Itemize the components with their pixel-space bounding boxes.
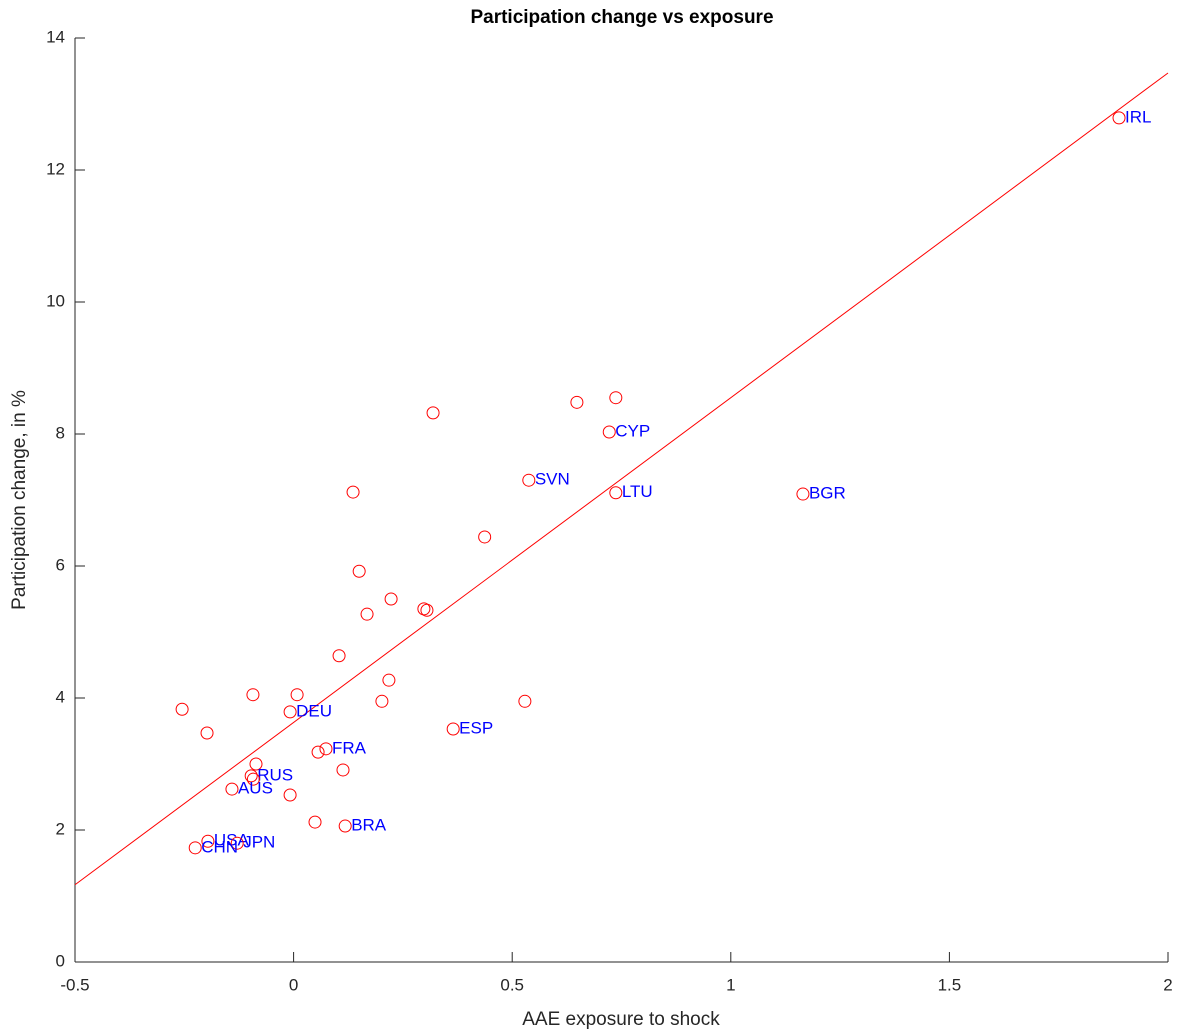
point	[175, 702, 189, 716]
point	[420, 603, 434, 617]
x-tick-label: 0.5	[500, 975, 524, 994]
point	[283, 705, 297, 719]
x-tick-label: 2	[1163, 975, 1172, 994]
point	[352, 564, 366, 578]
point	[522, 473, 536, 487]
x-tick-label: 1.5	[938, 975, 962, 994]
y-tick-label: 8	[56, 423, 65, 442]
point	[375, 694, 389, 708]
point	[1112, 111, 1126, 125]
y-tick-label: 14	[46, 27, 65, 46]
point	[478, 530, 492, 544]
point	[446, 722, 460, 736]
point	[384, 592, 398, 606]
point	[225, 782, 239, 796]
x-axis-label: AAE exposure to shock	[522, 1009, 720, 1030]
point	[609, 391, 623, 405]
point-label: CYP	[615, 422, 650, 441]
point	[796, 487, 810, 501]
point	[426, 406, 440, 420]
point	[200, 726, 214, 740]
point	[201, 834, 215, 848]
point	[290, 688, 304, 702]
point	[609, 486, 623, 500]
y-tick-label: 10	[46, 291, 65, 310]
point	[311, 745, 325, 759]
y-tick-label: 12	[46, 159, 65, 178]
x-tick-label: 0	[289, 975, 298, 994]
y-tick-label: 4	[56, 687, 65, 706]
point-label: CHN	[201, 837, 238, 856]
point	[249, 757, 263, 771]
point	[230, 836, 244, 850]
y-axis-label: Participation change, in %	[9, 390, 30, 610]
point	[188, 841, 202, 855]
fit-line	[74, 72, 1169, 886]
point-label: FRA	[332, 738, 367, 757]
chart-title: Participation change vs exposure	[470, 7, 773, 28]
point-label: LTU	[622, 482, 653, 501]
point-label: AUS	[238, 779, 273, 798]
y-tick-label: 6	[56, 555, 65, 574]
point	[332, 649, 346, 663]
point	[346, 485, 360, 499]
point	[336, 763, 350, 777]
point-label: DEU	[296, 701, 332, 720]
y-tick-label: 0	[56, 951, 65, 970]
point-label: BRA	[351, 816, 387, 835]
point	[246, 688, 260, 702]
point-label: SVN	[535, 470, 570, 489]
point	[308, 815, 322, 829]
point	[319, 742, 333, 756]
point-label: BGR	[809, 484, 846, 503]
point	[382, 673, 396, 687]
point-label: JPN	[243, 833, 275, 852]
x-tick-label: -0.5	[60, 975, 89, 994]
x-tick-label: 1	[726, 975, 735, 994]
point	[602, 425, 616, 439]
point	[283, 788, 297, 802]
point	[244, 769, 258, 783]
point-label: ESP	[459, 719, 493, 738]
point	[518, 694, 532, 708]
point	[338, 819, 352, 833]
point-label: RUS	[257, 765, 293, 784]
y-tick-label: 2	[56, 819, 65, 838]
point-label: IRL	[1125, 107, 1151, 126]
point	[246, 772, 260, 786]
point	[360, 607, 374, 621]
point	[570, 395, 584, 409]
